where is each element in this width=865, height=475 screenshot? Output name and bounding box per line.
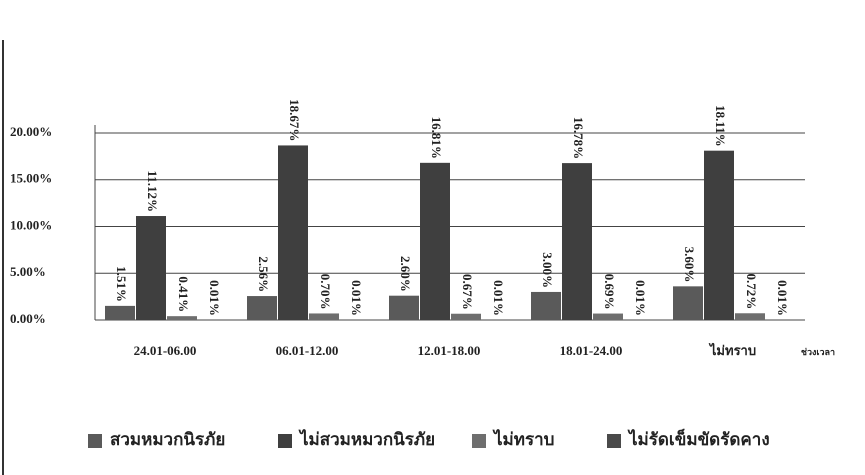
x-tick-label: 24.01-06.00	[134, 343, 197, 358]
value-label: 16.81%	[429, 117, 444, 159]
legend-swatch	[88, 434, 102, 448]
value-label: 0.67%	[460, 274, 475, 310]
legend-swatch	[607, 434, 621, 448]
value-label: 3.60%	[682, 247, 697, 283]
value-label: 0.01%	[491, 280, 506, 316]
bar	[278, 145, 308, 320]
x-tick-label: 06.01-12.00	[276, 343, 339, 358]
bar	[247, 296, 277, 320]
y-tick-label: 5.00%	[10, 264, 46, 279]
value-label: 0.01%	[775, 280, 790, 316]
bar	[167, 316, 197, 320]
bar	[562, 163, 592, 320]
value-label: 0.41%	[176, 276, 191, 312]
bar	[420, 162, 450, 320]
bar	[531, 291, 561, 320]
value-label: 18.67%	[287, 99, 302, 141]
bar	[451, 313, 481, 320]
bar	[704, 150, 734, 320]
value-label: 2.60%	[398, 256, 413, 292]
value-label: 0.01%	[207, 280, 222, 316]
y-tick-label: 20.00%	[10, 124, 52, 139]
x-axis-label: ช่วงเวลา	[801, 347, 835, 357]
bar	[136, 216, 166, 320]
x-tick-label: 12.01-18.00	[418, 343, 481, 358]
y-tick-label: 10.00%	[10, 217, 52, 232]
value-label: 2.56%	[256, 256, 271, 292]
bar	[309, 313, 339, 320]
value-label: 1.51%	[114, 266, 129, 302]
bar	[105, 305, 135, 320]
legend-label: ไม่สวมหมวกนิรภัย	[298, 429, 435, 449]
legend-label: สวมหมวกนิรภัย	[110, 430, 225, 449]
bar	[389, 295, 419, 320]
bar	[735, 313, 765, 320]
x-tick-label: ไม่ทราบ	[708, 342, 756, 358]
bar	[593, 313, 623, 320]
value-label: 0.69%	[602, 274, 617, 310]
y-tick-label: 0.00%	[10, 311, 46, 326]
legend-swatch	[472, 434, 486, 448]
legend-label: ไม่รัดเข็มขัดรัดคาง	[627, 427, 770, 449]
legend-label: ไม่ทราบ	[492, 429, 554, 449]
value-label: 11.12%	[145, 170, 160, 212]
legend-swatch	[278, 434, 292, 448]
value-label: 0.72%	[744, 274, 759, 310]
value-label: 18.11%	[713, 105, 728, 147]
y-tick-label: 15.00%	[10, 171, 52, 186]
value-label: 16.78%	[571, 117, 586, 159]
value-label: 3.00%	[540, 252, 555, 288]
bar	[673, 286, 703, 320]
x-tick-label: 18.01-24.00	[560, 343, 623, 358]
value-label: 0.01%	[633, 280, 648, 316]
value-label: 0.01%	[349, 280, 364, 316]
value-label: 0.70%	[318, 274, 333, 310]
